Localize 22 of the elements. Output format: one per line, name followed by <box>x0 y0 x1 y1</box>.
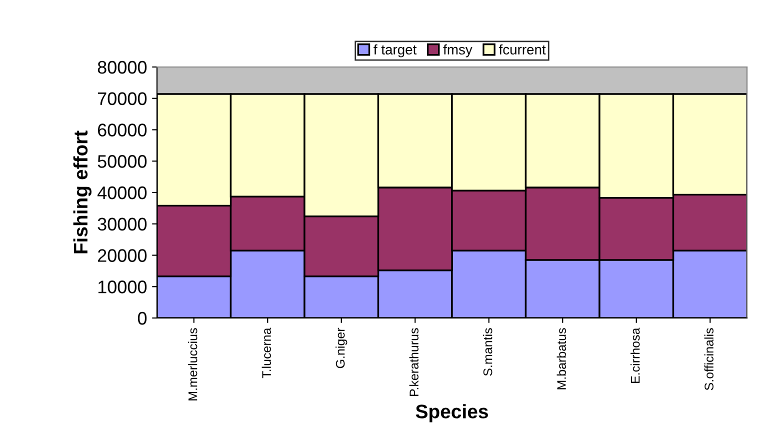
x-tick-label: S.officinalis <box>704 328 714 390</box>
x-tick-label: E.cirrhosa <box>630 328 640 383</box>
x-tick-label: P.kerathurus <box>409 328 418 396</box>
y-axis-title: Fishing effort <box>73 130 92 254</box>
y-tick-label: 80000 <box>98 60 147 74</box>
y-tick-label: 70000 <box>98 92 147 106</box>
y-tick-label: 40000 <box>97 186 147 200</box>
x-tick-label: T.lucerna <box>262 328 271 378</box>
y-tick-label: 50000 <box>98 155 147 168</box>
y-tick-label: 10000 <box>98 280 147 294</box>
legend-label: fcurrent <box>498 44 546 55</box>
legend-label: fmsy <box>443 44 472 58</box>
x-tick-label: M.merluccius <box>188 328 198 400</box>
x-tick-label: G.niger <box>336 328 348 368</box>
legend-label: f target <box>374 44 417 58</box>
y-tick-label: 20000 <box>98 249 147 262</box>
y-tick-label: 30000 <box>98 218 147 231</box>
x-tick-label: S.mantis <box>483 328 492 376</box>
y-tick-label: 0 <box>138 312 147 325</box>
x-axis-title: Species <box>416 404 488 422</box>
x-tick-label: M.barbatus <box>556 328 566 390</box>
y-tick-label: 60000 <box>98 124 147 136</box>
